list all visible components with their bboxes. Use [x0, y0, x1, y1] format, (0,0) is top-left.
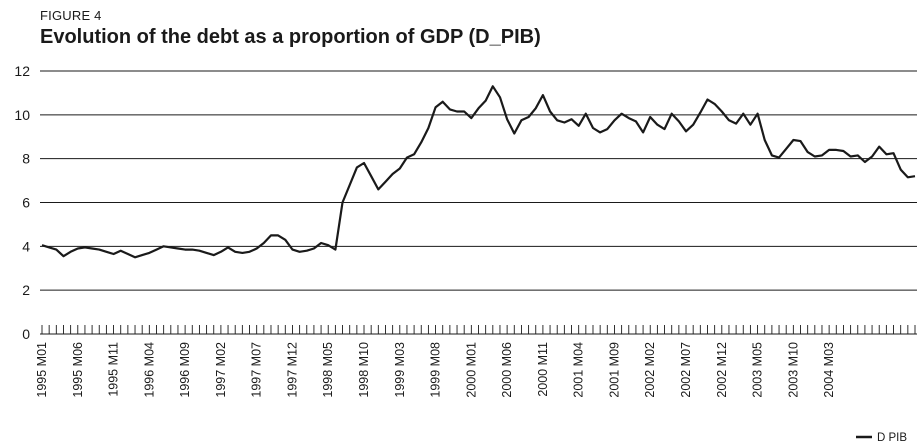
x-tick-label: 2001 M09: [607, 342, 621, 398]
x-tick-label: 2003 M10: [786, 342, 800, 398]
x-tick-label: 1995 M06: [71, 342, 85, 398]
figure-label: FIGURE 4: [40, 8, 102, 23]
gridlines: [40, 70, 917, 335]
x-tick-label: 1998 M05: [321, 342, 335, 398]
series-layer: [41, 85, 916, 259]
x-tick-label: 2002 M07: [679, 342, 693, 398]
x-tick-label: 2000 M06: [500, 342, 514, 398]
y-tick-label: 0: [22, 326, 30, 342]
x-tick-label: 1995 M01: [35, 342, 49, 398]
x-tick-label: 1996 M09: [178, 342, 192, 398]
y-tick-label: 10: [14, 107, 30, 123]
x-tick-label: 1999 M03: [393, 342, 407, 398]
y-tick-label: 12: [14, 63, 30, 79]
x-tick-label: 2004 M03: [822, 342, 836, 398]
y-tick-label: 6: [22, 195, 30, 211]
x-tick-label: 1998 M10: [357, 342, 371, 398]
x-tick-label: 2000 M01: [464, 342, 478, 398]
y-tick-label: 4: [22, 238, 30, 254]
x-tick-label: 1999 M08: [429, 342, 443, 398]
legend: D PIB: [856, 432, 907, 444]
x-tick-label: 1997 M12: [285, 342, 299, 398]
x-tick-label: 1997 M02: [214, 342, 228, 398]
legend-label: D PIB: [877, 432, 907, 444]
x-tick-label: 2002 M12: [715, 342, 729, 398]
y-axis-ticks: 0 2 4 6 8 10 12: [14, 63, 30, 342]
x-tick-label: 2001 M04: [572, 342, 586, 398]
x-tick-label: 1997 M07: [250, 342, 264, 398]
x-tick-label: 1996 M04: [142, 342, 156, 398]
x-tick-label: 1995 M11: [107, 342, 121, 397]
x-tick-label: 2000 M11: [536, 342, 550, 397]
chart-title: Evolution of the debt as a proportion of…: [40, 26, 541, 48]
y-tick-label: 2: [22, 282, 30, 298]
series-line-d-pib: [41, 85, 916, 259]
y-tick-label: 8: [22, 151, 30, 167]
x-tick-label: 2003 M05: [751, 342, 765, 398]
x-tick-label: 2002 M02: [643, 342, 657, 398]
x-axis: 1995 M01 1995 M06 1995 M11 1996 M04 1996 M09…: [35, 325, 916, 398]
